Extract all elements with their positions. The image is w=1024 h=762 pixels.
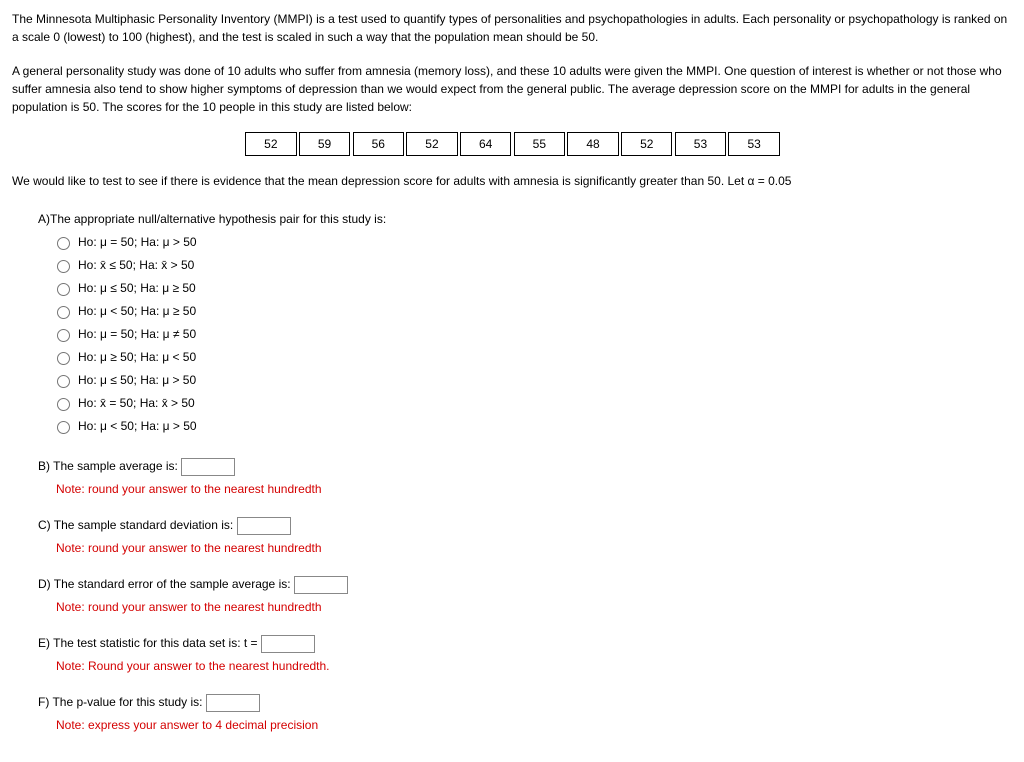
intro-paragraph-2: A general personality study was done of … <box>12 62 1012 116</box>
question-c-prompt: C) The sample standard deviation is: <box>38 518 237 532</box>
question-d-note: Note: round your answer to the nearest h… <box>56 598 1012 616</box>
data-cell: 56 <box>353 132 404 156</box>
option-row: Ho: μ ≤ 50; Ha: μ ≥ 50 <box>52 279 1012 297</box>
question-a-options: Ho: μ = 50; Ha: μ > 50 Ho: x̄ ≤ 50; Ha: … <box>52 233 1012 435</box>
option-radio[interactable] <box>57 306 70 319</box>
data-cell: 59 <box>299 132 350 156</box>
question-e-note: Note: Round your answer to the nearest h… <box>56 657 1012 675</box>
option-radio[interactable] <box>57 329 70 342</box>
data-cell: 52 <box>245 132 296 156</box>
option-label: Ho: x̄ = 50; Ha: x̄ > 50 <box>78 394 195 412</box>
question-c: C) The sample standard deviation is: Not… <box>12 516 1012 557</box>
question-f-note: Note: express your answer to 4 decimal p… <box>56 716 1012 734</box>
option-row: Ho: x̄ = 50; Ha: x̄ > 50 <box>52 394 1012 412</box>
question-a: A)The appropriate null/alternative hypot… <box>38 210 1012 435</box>
intro-paragraph-1: The Minnesota Multiphasic Personality In… <box>12 10 1012 46</box>
option-label: Ho: μ < 50; Ha: μ > 50 <box>78 417 197 435</box>
question-e-prompt: E) The test statistic for this data set … <box>38 636 261 650</box>
data-cell: 52 <box>406 132 457 156</box>
option-label: Ho: x̄ ≤ 50; Ha: x̄ > 50 <box>78 256 194 274</box>
option-radio[interactable] <box>57 398 70 411</box>
question-b-note: Note: round your answer to the nearest h… <box>56 480 1012 498</box>
option-row: Ho: μ < 50; Ha: μ > 50 <box>52 417 1012 435</box>
option-label: Ho: μ = 50; Ha: μ ≠ 50 <box>78 325 196 343</box>
option-radio[interactable] <box>57 260 70 273</box>
data-cell: 48 <box>567 132 618 156</box>
option-label: Ho: μ = 50; Ha: μ > 50 <box>78 233 197 251</box>
question-f-input[interactable] <box>206 694 260 712</box>
option-radio[interactable] <box>57 375 70 388</box>
question-a-prompt: A)The appropriate null/alternative hypot… <box>38 210 1012 228</box>
option-row: Ho: μ = 50; Ha: μ > 50 <box>52 233 1012 251</box>
option-row: Ho: x̄ ≤ 50; Ha: x̄ > 50 <box>52 256 1012 274</box>
data-cell: 64 <box>460 132 511 156</box>
question-b-input[interactable] <box>181 458 235 476</box>
option-label: Ho: μ ≤ 50; Ha: μ ≥ 50 <box>78 279 196 297</box>
question-f: F) The p-value for this study is: Note: … <box>12 693 1012 734</box>
question-d-prompt: D) The standard error of the sample aver… <box>38 577 294 591</box>
option-radio[interactable] <box>57 352 70 365</box>
question-e-input[interactable] <box>261 635 315 653</box>
data-values-row: 52 59 56 52 64 55 48 52 53 53 <box>12 132 1012 156</box>
question-c-note: Note: round your answer to the nearest h… <box>56 539 1012 557</box>
intro-block: The Minnesota Multiphasic Personality In… <box>12 10 1012 116</box>
option-row: Ho: μ ≥ 50; Ha: μ < 50 <box>52 348 1012 366</box>
option-radio[interactable] <box>57 237 70 250</box>
question-c-input[interactable] <box>237 517 291 535</box>
option-row: Ho: μ ≤ 50; Ha: μ > 50 <box>52 371 1012 389</box>
option-label: Ho: μ ≤ 50; Ha: μ > 50 <box>78 371 196 389</box>
data-cell: 53 <box>675 132 726 156</box>
option-radio[interactable] <box>57 283 70 296</box>
option-label: Ho: μ ≥ 50; Ha: μ < 50 <box>78 348 196 366</box>
data-cell: 52 <box>621 132 672 156</box>
option-row: Ho: μ = 50; Ha: μ ≠ 50 <box>52 325 1012 343</box>
question-d-input[interactable] <box>294 576 348 594</box>
data-cell: 55 <box>514 132 565 156</box>
question-b-prompt: B) The sample average is: <box>38 459 181 473</box>
data-cell: 53 <box>728 132 779 156</box>
question-b: B) The sample average is: Note: round yo… <box>12 457 1012 498</box>
option-label: Ho: μ < 50; Ha: μ ≥ 50 <box>78 302 196 320</box>
option-radio[interactable] <box>57 421 70 434</box>
question-d: D) The standard error of the sample aver… <box>12 575 1012 616</box>
option-row: Ho: μ < 50; Ha: μ ≥ 50 <box>52 302 1012 320</box>
alpha-statement: We would like to test to see if there is… <box>12 172 1012 190</box>
question-f-prompt: F) The p-value for this study is: <box>38 695 206 709</box>
